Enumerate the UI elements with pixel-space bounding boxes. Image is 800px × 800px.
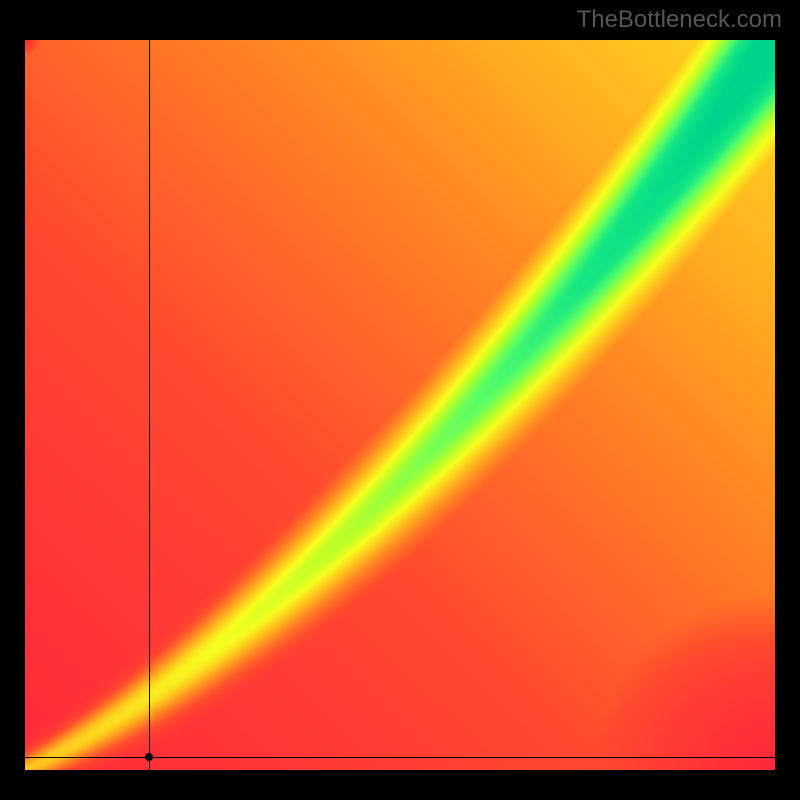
watermark-text: TheBottleneck.com <box>577 6 782 34</box>
chart-container: { "watermark": "TheBottleneck.com", "cha… <box>0 0 800 800</box>
heatmap-canvas <box>25 40 775 770</box>
crosshair-horizontal <box>25 757 775 758</box>
crosshair-marker <box>145 753 153 761</box>
heatmap-plot <box>25 40 775 770</box>
crosshair-vertical <box>149 40 150 770</box>
